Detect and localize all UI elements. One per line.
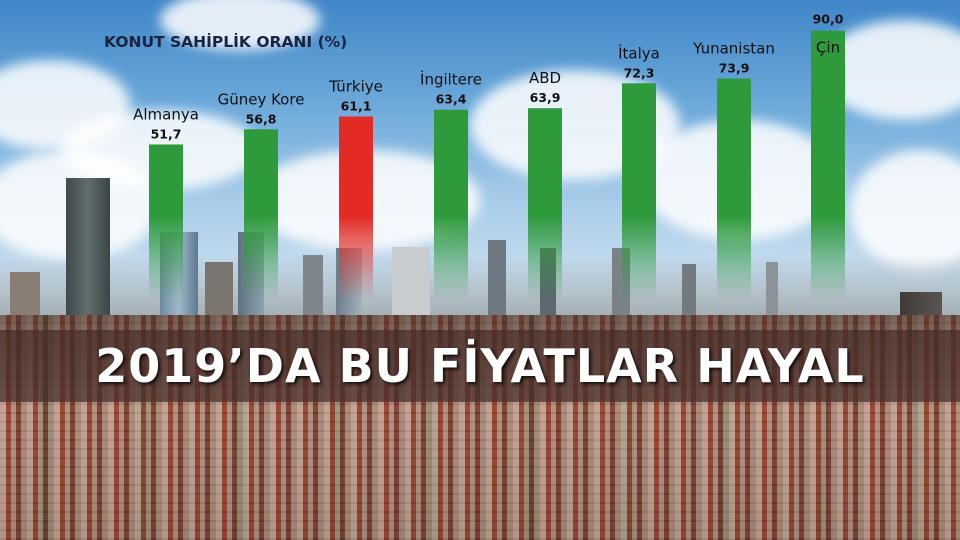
category-label-3: İngiltere	[420, 70, 482, 89]
headline-band	[0, 330, 960, 402]
value-label-5: 72,3	[624, 65, 655, 80]
category-label-5: İtalya	[618, 43, 660, 62]
headline: 2019’DA BU FİYATLAR HAYAL	[95, 339, 865, 393]
skyscraper	[488, 240, 506, 326]
value-label-3: 63,4	[436, 92, 467, 107]
value-label-2: 61,1	[341, 99, 372, 114]
skyscraper	[682, 264, 696, 326]
category-label-0: Almanya	[133, 105, 199, 123]
bar-0	[149, 144, 183, 298]
bar-7	[811, 30, 845, 298]
category-label-6: Yunanistan	[692, 40, 775, 58]
bar-6	[717, 78, 751, 298]
skyscraper	[392, 247, 430, 327]
bar-2	[339, 116, 373, 299]
bar-3	[434, 109, 468, 299]
value-label-0: 51,7	[151, 126, 182, 141]
cloud	[160, 0, 320, 50]
bar-5	[622, 83, 656, 298]
bar-4	[528, 108, 562, 298]
value-label-6: 73,9	[719, 61, 750, 76]
category-label-7: Çin	[816, 39, 840, 57]
skyscraper	[303, 255, 323, 325]
skyscraper	[66, 178, 110, 328]
value-label-4: 63,9	[530, 90, 561, 105]
value-label-1: 56,8	[246, 111, 277, 126]
value-label-7: 90,0	[813, 12, 844, 27]
category-label-4: ABD	[529, 69, 561, 87]
chart-title: KONUT SAHİPLİK ORANI (%)	[104, 33, 348, 51]
cloud	[850, 150, 960, 270]
bar-1	[244, 129, 278, 298]
skyscraper	[766, 262, 778, 326]
category-label-1: Güney Kore	[218, 90, 305, 108]
category-label-2: Türkiye	[328, 78, 383, 96]
